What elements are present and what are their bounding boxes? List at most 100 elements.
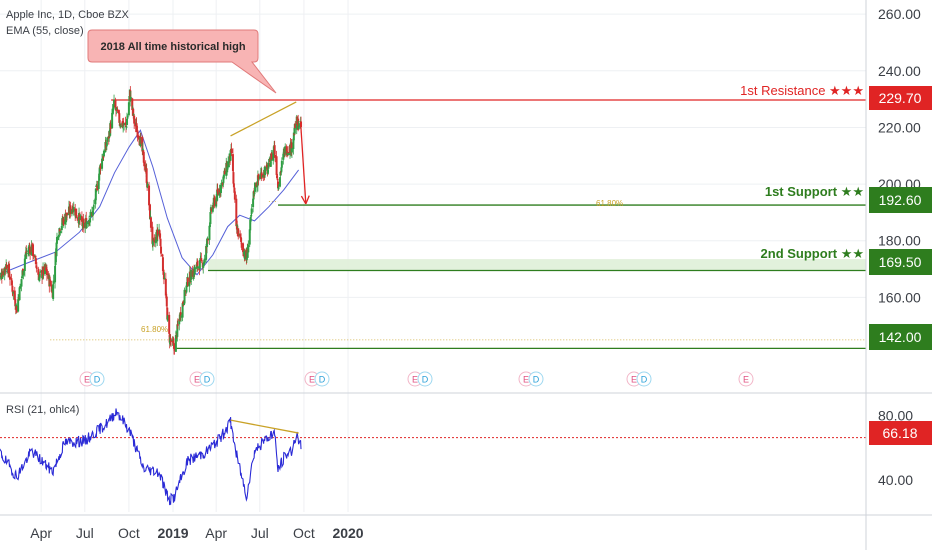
candle-body[interactable] bbox=[212, 205, 215, 207]
candle-body[interactable] bbox=[215, 197, 218, 207]
candle-body[interactable] bbox=[172, 341, 175, 343]
candle-body[interactable] bbox=[34, 255, 37, 258]
candle-body[interactable] bbox=[149, 204, 152, 219]
candle-body[interactable] bbox=[8, 276, 11, 280]
candle-body[interactable] bbox=[256, 175, 259, 186]
candle-body[interactable] bbox=[222, 174, 225, 178]
candle-body[interactable] bbox=[286, 151, 289, 156]
candle-body[interactable] bbox=[210, 208, 213, 211]
candle-body[interactable] bbox=[287, 153, 290, 155]
candle-body[interactable] bbox=[143, 161, 146, 167]
candle-body[interactable] bbox=[226, 164, 229, 173]
candle-body[interactable] bbox=[19, 286, 22, 289]
candle-body[interactable] bbox=[129, 96, 132, 101]
candle-body[interactable] bbox=[54, 265, 57, 283]
candle-body[interactable] bbox=[279, 171, 282, 176]
candle-body[interactable] bbox=[59, 231, 62, 234]
candle-body[interactable] bbox=[34, 258, 37, 265]
candle-body[interactable] bbox=[10, 280, 13, 286]
candle-body[interactable] bbox=[54, 251, 57, 266]
candle-body[interactable] bbox=[28, 248, 31, 250]
candle-body[interactable] bbox=[8, 274, 11, 278]
candle-body[interactable] bbox=[203, 262, 206, 264]
candle-body[interactable] bbox=[123, 123, 126, 125]
candle-body[interactable] bbox=[92, 206, 95, 210]
candle-body[interactable] bbox=[269, 161, 272, 167]
candle-body[interactable] bbox=[41, 275, 44, 279]
candle-body[interactable] bbox=[266, 169, 269, 173]
candle-body[interactable] bbox=[141, 137, 144, 152]
candle-body[interactable] bbox=[248, 229, 251, 245]
candle-body[interactable] bbox=[196, 266, 199, 269]
candle-body[interactable] bbox=[170, 340, 173, 342]
candle-body[interactable] bbox=[38, 274, 41, 278]
callout-box[interactable] bbox=[87, 29, 277, 94]
candle-body[interactable] bbox=[92, 205, 95, 207]
candle-body[interactable] bbox=[23, 258, 26, 271]
candle-body[interactable] bbox=[11, 285, 14, 292]
candle-body[interactable] bbox=[49, 280, 52, 285]
candle-body[interactable] bbox=[94, 188, 97, 201]
candle-body[interactable] bbox=[89, 211, 92, 218]
candle-body[interactable] bbox=[287, 151, 290, 153]
candle-body[interactable] bbox=[139, 137, 142, 139]
rsi-legend[interactable]: RSI (21, ohlc4) bbox=[6, 404, 79, 416]
candle-body[interactable] bbox=[233, 187, 236, 193]
candle-body[interactable] bbox=[250, 215, 253, 217]
candle-body[interactable] bbox=[247, 244, 250, 253]
candle-body[interactable] bbox=[80, 216, 83, 222]
candle-body[interactable] bbox=[149, 217, 152, 228]
candle-body[interactable] bbox=[218, 188, 221, 196]
candle-body[interactable] bbox=[207, 239, 210, 241]
symbol-legend[interactable]: Apple Inc, 1D, Cboe BZX bbox=[6, 9, 130, 21]
candle-body[interactable] bbox=[159, 233, 162, 238]
candle-body[interactable] bbox=[232, 172, 235, 184]
candle-body[interactable] bbox=[55, 237, 58, 244]
candle-body[interactable] bbox=[106, 137, 109, 142]
candle-body[interactable] bbox=[242, 243, 245, 253]
candle-body[interactable] bbox=[133, 115, 136, 124]
candle-body[interactable] bbox=[205, 245, 208, 260]
candle-body[interactable] bbox=[111, 112, 114, 129]
candle-body[interactable] bbox=[206, 238, 209, 240]
candle-body[interactable] bbox=[20, 276, 23, 279]
candle-body[interactable] bbox=[168, 314, 171, 334]
candle-body[interactable] bbox=[119, 125, 122, 127]
candle-body[interactable] bbox=[297, 126, 300, 130]
candle-body[interactable] bbox=[25, 250, 28, 255]
candle-body[interactable] bbox=[91, 210, 94, 216]
candle-body[interactable] bbox=[278, 177, 281, 187]
candle-body[interactable] bbox=[127, 102, 130, 116]
candle-body[interactable] bbox=[161, 254, 164, 257]
candle-body[interactable] bbox=[284, 146, 287, 154]
candle-body[interactable] bbox=[37, 269, 40, 275]
candle-body[interactable] bbox=[252, 198, 255, 208]
candle-body[interactable] bbox=[146, 183, 149, 188]
candle-body[interactable] bbox=[151, 226, 154, 244]
candle-body[interactable] bbox=[142, 152, 145, 163]
candle-body[interactable] bbox=[161, 257, 164, 272]
candle-body[interactable] bbox=[239, 234, 242, 237]
projection-arrow-shaft[interactable] bbox=[299, 121, 307, 204]
candle-body[interactable] bbox=[249, 219, 252, 231]
candle-body[interactable] bbox=[11, 290, 14, 294]
candle-body[interactable] bbox=[280, 167, 283, 172]
candle-body[interactable] bbox=[98, 167, 101, 175]
candle-body[interactable] bbox=[3, 267, 6, 276]
candle-body[interactable] bbox=[162, 269, 165, 275]
candle-body[interactable] bbox=[277, 187, 280, 190]
candle-body[interactable] bbox=[82, 221, 85, 228]
candle-body[interactable] bbox=[267, 162, 270, 169]
candle-body[interactable] bbox=[232, 183, 235, 188]
candle-body[interactable] bbox=[153, 239, 156, 243]
candle-body[interactable] bbox=[276, 175, 279, 179]
candle-body[interactable] bbox=[109, 123, 112, 136]
candle-body[interactable] bbox=[185, 285, 188, 292]
candle-body[interactable] bbox=[258, 176, 261, 179]
candle-body[interactable] bbox=[24, 254, 27, 259]
candle-body[interactable] bbox=[142, 150, 145, 153]
candle-body[interactable] bbox=[208, 225, 211, 240]
candle-body[interactable] bbox=[104, 141, 107, 153]
